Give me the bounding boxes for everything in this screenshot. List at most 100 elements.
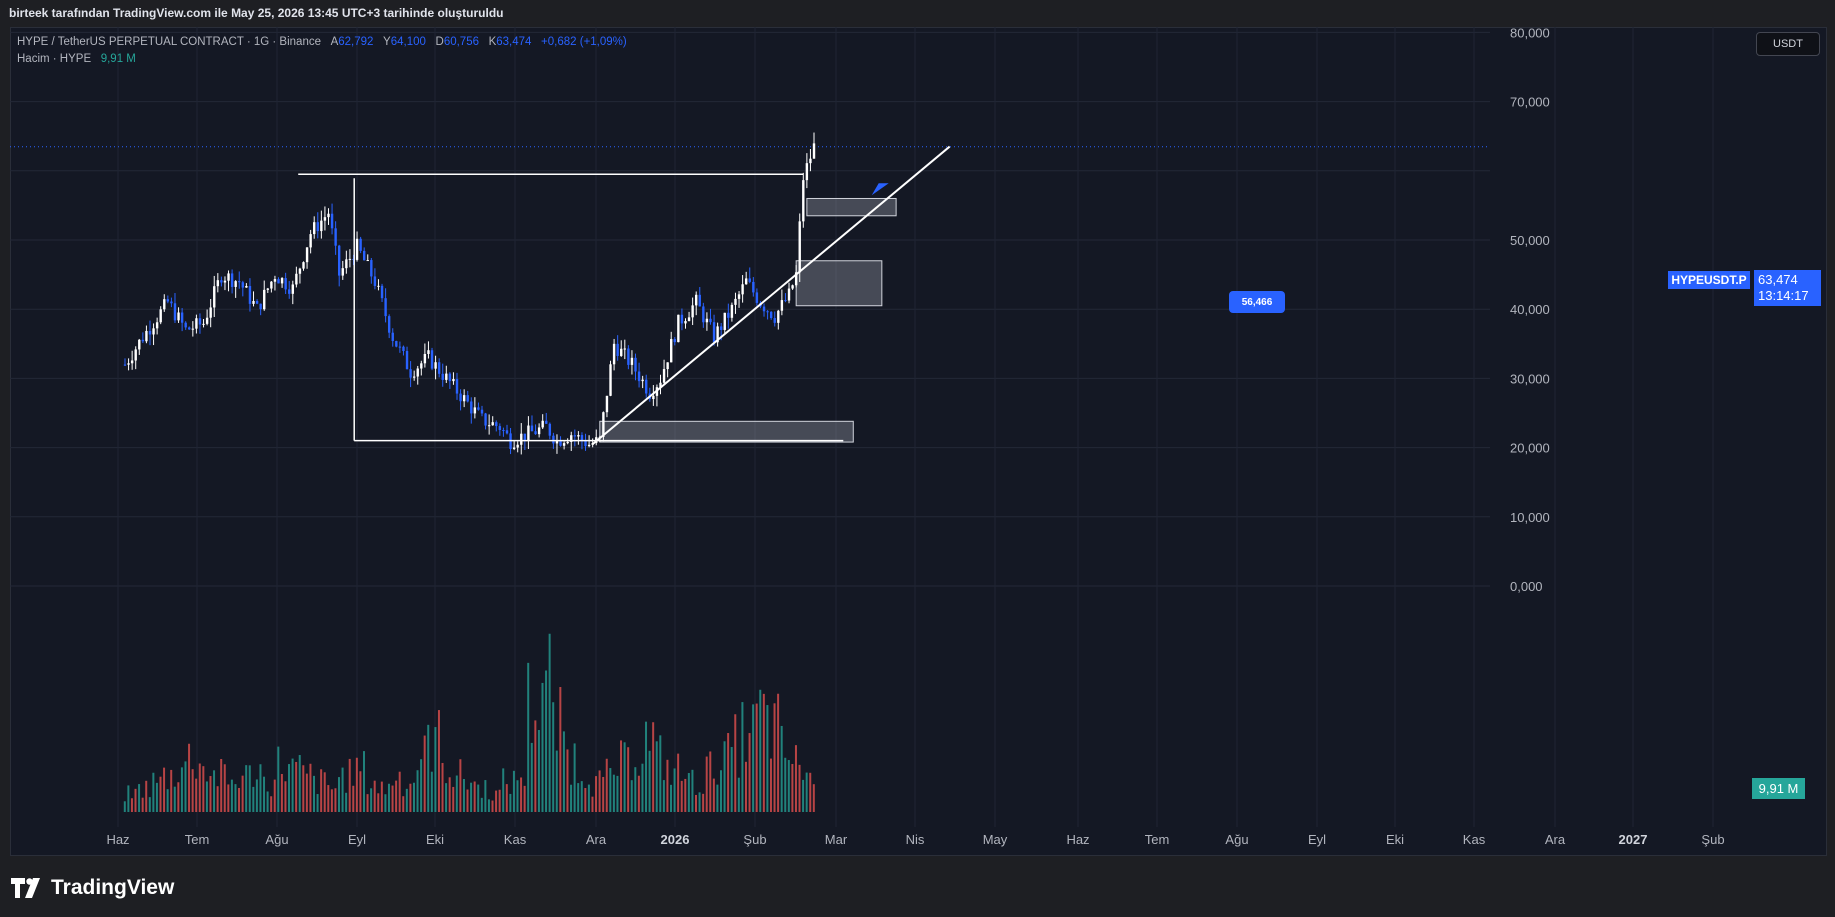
volume-bar (502, 768, 505, 812)
volume-bar (220, 758, 223, 812)
x-tick-label: Eyl (348, 832, 366, 847)
volume-bar (623, 742, 626, 812)
candle-body (345, 259, 348, 269)
volume-bar (170, 769, 173, 812)
volume-label[interactable]: Hacim · HYPE (17, 53, 92, 65)
volume-bar (687, 773, 690, 812)
volume-bar (255, 779, 258, 812)
candle-body (234, 281, 237, 287)
volume-bar (184, 761, 187, 812)
volume-bar (734, 714, 737, 812)
volume-bar (612, 774, 615, 812)
volume-bar (802, 779, 805, 812)
volume-bar (769, 758, 772, 812)
candle-body (373, 276, 377, 286)
currency-button[interactable]: USDT (1756, 32, 1820, 56)
candle-body (562, 443, 566, 446)
x-tick-label: Ağu (1225, 832, 1248, 847)
price-zone (806, 197, 897, 217)
candle-body (380, 285, 384, 299)
candle-body (684, 321, 687, 324)
x-tick-label: Nis (906, 832, 925, 847)
volume-bar (291, 758, 294, 812)
volume-bar (634, 767, 637, 812)
volume-bar (305, 773, 308, 812)
volume-bar (773, 703, 776, 812)
volume-bar (245, 765, 248, 812)
volume-bar (313, 775, 316, 812)
x-tick-label: 2026 (661, 832, 690, 847)
volume-bar (448, 777, 451, 812)
volume-bar (530, 742, 533, 812)
candle-body (809, 158, 812, 164)
tradingview-logo[interactable]: TradingView (11, 876, 174, 900)
candle-body (255, 301, 259, 304)
price-zone (599, 420, 854, 443)
volume-bar (527, 662, 530, 812)
volume-bar (809, 772, 812, 812)
volume-bar (605, 758, 608, 812)
candle-body (712, 322, 716, 343)
volume-bar (138, 784, 141, 812)
volume-bar (637, 775, 640, 812)
x-tick-label: Haz (106, 832, 129, 847)
candle-body (166, 299, 170, 302)
candle-body (652, 395, 655, 400)
candle-body (209, 307, 212, 318)
candle-body (545, 420, 548, 424)
price-chart[interactable]: 90,00080,00070,00050,00040,00030,00020,0… (10, 27, 1827, 856)
candle-body (159, 309, 162, 323)
volume-bar (737, 777, 740, 812)
volume-bar (320, 769, 323, 812)
volume-bar (495, 790, 498, 812)
volume-badge: 9,91 M (1752, 778, 1805, 799)
volume-bar (248, 765, 251, 812)
candle-body (173, 303, 177, 321)
candle-body (709, 318, 712, 323)
volume-bar (491, 800, 494, 812)
volume-bar (705, 756, 708, 812)
volume-bar (370, 788, 373, 812)
volume-bar (434, 727, 437, 812)
candle-body (473, 407, 477, 414)
x-tick-label: Ağu (265, 832, 288, 847)
volume-bar (648, 750, 651, 812)
x-tick-label: Haz (1066, 832, 1089, 847)
volume-bar (180, 767, 183, 812)
candle-body (744, 278, 748, 285)
candle-body (230, 273, 234, 287)
symbol-label[interactable]: HYPE / TetherUS PERPETUAL CONTRACT · 1G … (17, 36, 321, 48)
candle-body (666, 362, 669, 370)
candle-body (138, 339, 141, 350)
volume-bar (352, 785, 355, 812)
volume-bar (141, 797, 144, 812)
y-tick-label: 30,000 (1510, 371, 1550, 386)
price-callout[interactable]: 56,466 (1229, 291, 1285, 313)
volume-bar (516, 780, 519, 812)
volume-bar (541, 682, 544, 812)
volume-bar (552, 702, 555, 812)
candle-body (302, 262, 305, 269)
volume-bar (163, 767, 166, 812)
volume-bar (273, 779, 276, 812)
volume-bar (241, 775, 244, 812)
candle-body (223, 280, 227, 283)
candle-body (123, 364, 127, 366)
candle-body (802, 180, 805, 222)
volume-bar (555, 750, 558, 812)
volume-bar (198, 763, 201, 812)
candle-body (798, 221, 801, 273)
candle-body (202, 323, 205, 325)
candle-body (452, 379, 455, 382)
candle-body (459, 393, 462, 402)
y-tick-label: 0,000 (1510, 579, 1543, 594)
volume-bar (534, 720, 537, 812)
candle-body (327, 213, 330, 218)
y-tick-label: 10,000 (1510, 510, 1550, 525)
volume-bar (384, 794, 387, 812)
x-tick-label: Tem (1145, 832, 1170, 847)
price-zone (795, 260, 883, 307)
candle-body (480, 409, 484, 414)
candle-body (780, 300, 784, 311)
volume-bar (566, 749, 569, 812)
